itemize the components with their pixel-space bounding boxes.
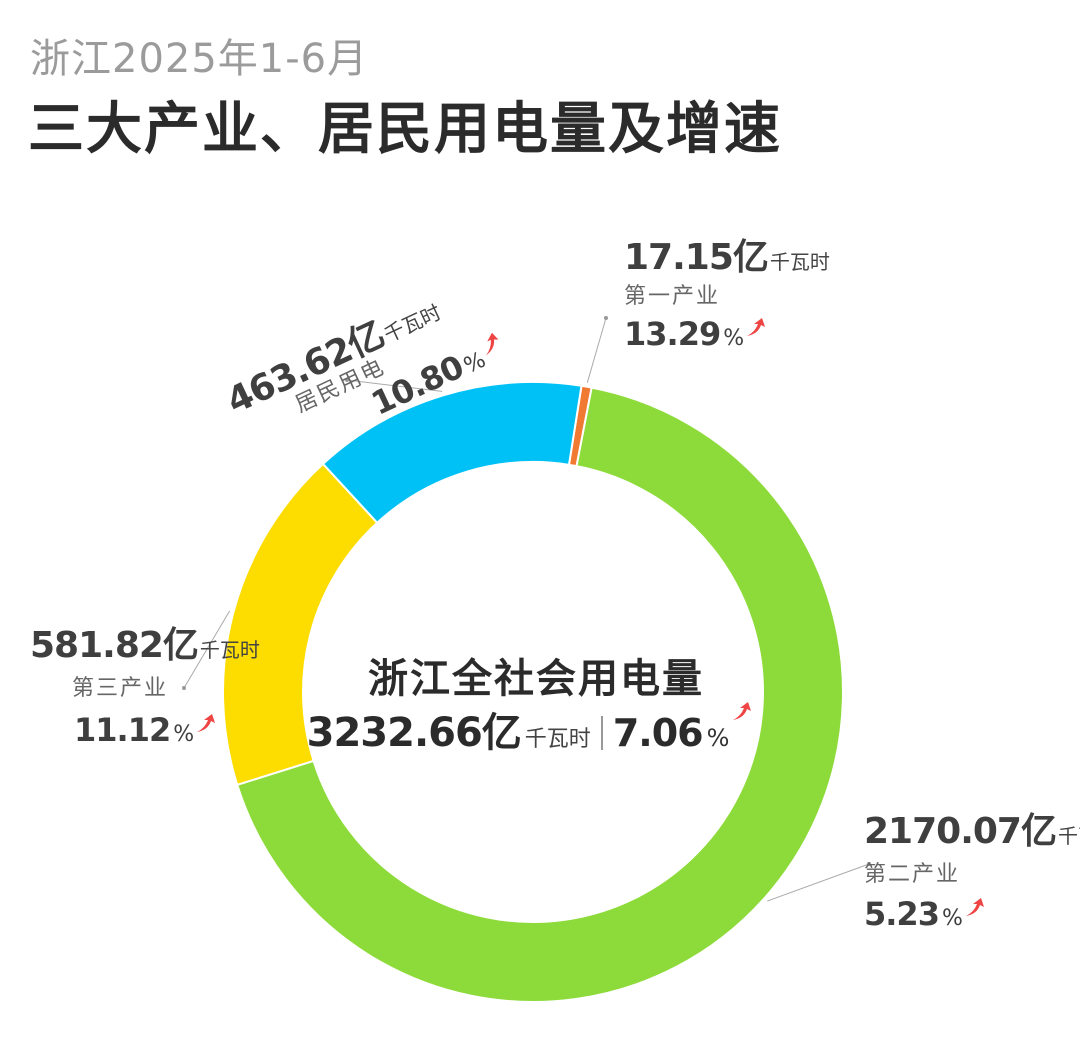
label-secondary: 2170.07亿千瓦时 第二产业 5.23% bbox=[864, 811, 1080, 931]
label-primary-value: 17.15亿 千瓦时 bbox=[624, 237, 830, 278]
leader-line-2 bbox=[767, 863, 870, 902]
center-growth: 7.06 bbox=[612, 711, 704, 755]
growth-up-arrow-icon bbox=[197, 714, 216, 732]
donut-slice-4 bbox=[321, 381, 583, 525]
label-primary: 17.15亿 千瓦时 第一产业 13.29% bbox=[624, 237, 830, 351]
growth-up-arrow-icon bbox=[965, 898, 984, 916]
growth-up-arrow-icon bbox=[747, 318, 766, 336]
label-tertiary: 581.82亿 千瓦时 第三产业 11.12% bbox=[30, 625, 260, 747]
label-secondary-growth: 5.23% bbox=[864, 898, 1080, 930]
label-secondary-value: 2170.07亿千瓦时 bbox=[864, 811, 1080, 852]
growth-up-arrow-icon bbox=[486, 332, 499, 356]
label-tertiary-category: 第三产业 bbox=[72, 676, 169, 701]
label-tertiary-value: 581.82亿 千瓦时 bbox=[30, 625, 260, 666]
label-residential: 463.62亿千瓦时 居民用电 10.80% bbox=[221, 273, 510, 475]
leader-line-1 bbox=[586, 317, 607, 383]
donut-slice-2 bbox=[235, 386, 844, 1003]
leader-dot-1 bbox=[604, 316, 608, 320]
center-separator bbox=[600, 716, 603, 750]
page-title: 三大产业、居民用电量及增速 bbox=[28, 96, 782, 162]
donut-slices bbox=[222, 381, 844, 1003]
label-primary-growth: 13.29% bbox=[624, 318, 830, 350]
label-secondary-category: 第二产业 bbox=[864, 862, 961, 887]
leader-dot-2 bbox=[867, 862, 871, 866]
leader-line-3 bbox=[183, 610, 231, 689]
center-total-unit: 千瓦时 bbox=[524, 727, 591, 752]
leader-dot-4 bbox=[345, 378, 349, 382]
leader-line-4 bbox=[346, 379, 443, 392]
center-total-value: 3232.66亿 bbox=[306, 710, 522, 756]
label-tertiary-growth: 11.12% bbox=[30, 714, 260, 746]
leader-dot-3 bbox=[182, 686, 186, 690]
label-residential-growth: 10.80% bbox=[249, 331, 510, 475]
center-title: 浙江全社会用电量 bbox=[368, 655, 704, 702]
growth-up-arrow-icon bbox=[733, 702, 752, 720]
subtitle: 浙江2025年1-6月 bbox=[30, 36, 369, 82]
leader-lines bbox=[182, 316, 871, 902]
label-primary-category: 第一产业 bbox=[624, 284, 721, 309]
center-total: 3232.66亿 千瓦时 7.06% bbox=[0, 700, 1060, 758]
